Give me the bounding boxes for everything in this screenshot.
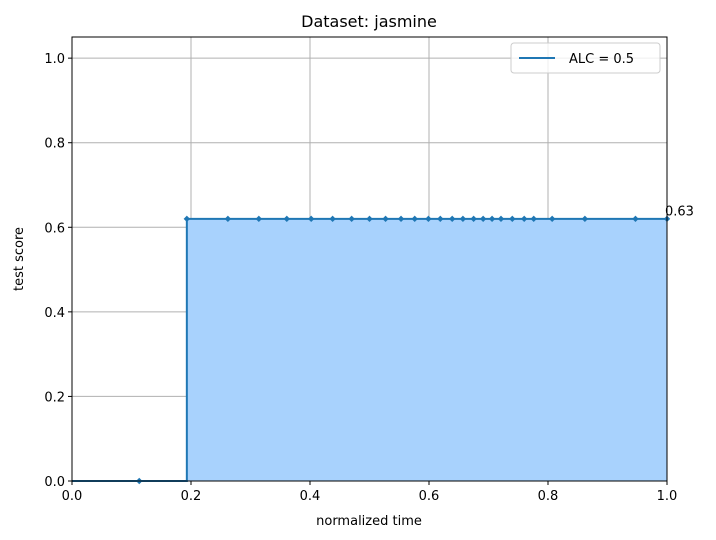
data-point-19 (497, 215, 505, 223)
x-tick-label-2: 0.4 (300, 489, 321, 504)
tick-layer: 0.0 0.2 0.4 0.6 0.8 1.0 0.0 0.2 0.4 0.6 0.8 1.0 (44, 52, 677, 504)
data-point-9 (382, 215, 389, 223)
data-point-13 (437, 215, 444, 223)
y-tick-label-2: 0.4 (44, 306, 65, 321)
fill-layer (186, 218, 667, 482)
data-point-2 (224, 215, 232, 223)
data-point-16 (470, 215, 477, 223)
data-point-25 (632, 215, 639, 223)
x-tick-label-4: 0.8 (538, 489, 559, 504)
area-fill (186, 218, 667, 482)
data-point-11 (411, 215, 418, 223)
data-point-8 (366, 215, 373, 223)
data-point-23 (548, 215, 556, 223)
data-point-18 (488, 215, 496, 223)
plot-frame (71, 36, 668, 482)
data-point-12 (425, 215, 432, 223)
x-tick-label-5: 1.0 (657, 489, 678, 504)
y-tick-label-4: 0.8 (44, 137, 65, 152)
x-tick-label-0: 0.0 (62, 489, 83, 504)
data-point-1 (183, 215, 191, 223)
data-point-24 (581, 215, 589, 223)
marker-layer (136, 215, 671, 485)
data-point-10 (397, 215, 405, 223)
legend-box (510, 42, 661, 74)
x-tick-label-3: 0.6 (419, 489, 440, 504)
y-tick-label-0: 0.0 (44, 475, 65, 490)
y-tick-label-5: 1.0 (44, 52, 65, 67)
annotation-label: 0.63 (665, 205, 694, 220)
x-axis-label: normalized time (316, 514, 422, 529)
data-point-7 (348, 215, 355, 223)
data-point-4 (283, 215, 290, 223)
y-tick-label-3: 0.6 (44, 221, 65, 236)
data-point-6 (329, 215, 336, 223)
data-point-22 (530, 215, 537, 223)
legend: ALC = 0.5 (510, 42, 661, 74)
legend-entry-label: ALC = 0.5 (569, 52, 634, 67)
data-point-21 (521, 215, 528, 223)
data-point-5 (307, 215, 315, 223)
chart-title: Dataset: jasmine (301, 12, 437, 31)
data-point-20 (509, 215, 516, 223)
y-tick-label-1: 0.2 (44, 390, 65, 405)
data-point-14 (449, 215, 456, 223)
y-axis-label: test score (12, 227, 27, 291)
data-point-17 (479, 215, 487, 223)
x-tick-label-1: 0.2 (181, 489, 202, 504)
data-point-15 (459, 215, 467, 223)
data-point-3 (255, 215, 263, 223)
